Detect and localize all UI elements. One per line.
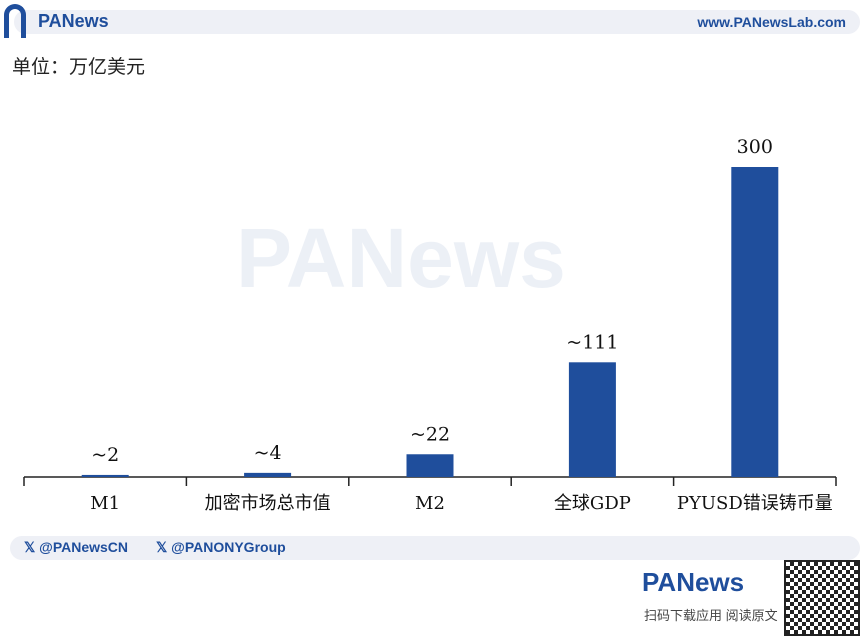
data-label: 300: [737, 136, 773, 158]
category-label: 全球GDP: [554, 493, 631, 514]
data-label: ~22: [410, 423, 450, 445]
data-label: ~4: [254, 442, 282, 464]
footer-brand: PANews: [642, 567, 745, 597]
unit-label: 单位：万亿美元: [12, 56, 146, 78]
category-label: 加密市场总市值: [205, 493, 331, 514]
site-url[interactable]: www.PANewsLab.com: [697, 14, 846, 30]
qr-code-icon[interactable]: [784, 560, 860, 636]
header-bar: [14, 10, 860, 34]
data-label: ~2: [91, 444, 119, 466]
social-x-panonygroup[interactable]: 𝕏 @PANONYGroup: [156, 539, 286, 555]
brand-name: PANews: [38, 11, 109, 31]
bar: [244, 472, 292, 477]
category-label: M1: [90, 493, 120, 514]
x-icon: 𝕏: [24, 539, 40, 555]
bar: [568, 362, 616, 477]
data-label: ~111: [566, 331, 618, 353]
bar: [731, 167, 779, 477]
scan-text: 扫码下载应用 阅读原文: [644, 608, 778, 623]
bar-chart: ~2 M1 ~4 加密市场总市值 ~22 M2 ~111 全球GDP 300 PYUSD错误铸币量: [23, 136, 837, 514]
category-label: M2: [415, 493, 445, 514]
bar: [81, 474, 129, 477]
footer-bar: [10, 536, 860, 560]
watermark: PANews: [236, 211, 566, 305]
social-x-panewscn[interactable]: 𝕏 @PANewsCN: [24, 539, 129, 555]
x-icon: 𝕏: [156, 539, 172, 555]
category-label: PYUSD错误铸币量: [677, 493, 833, 514]
panews-logo-icon: [4, 4, 26, 38]
bar: [406, 454, 454, 477]
